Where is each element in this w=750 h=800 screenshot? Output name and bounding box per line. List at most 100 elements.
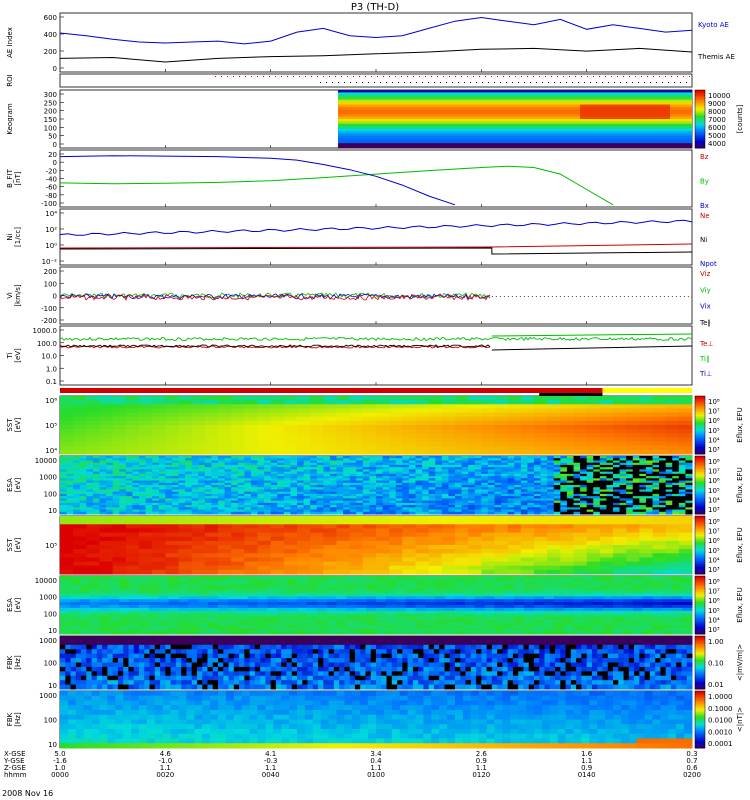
spectrogram-cell (79, 458, 87, 461)
spectrogram-cell (112, 473, 120, 477)
spectrogram-cell (224, 511, 232, 515)
spectrogram-cell (178, 460, 186, 464)
spectrogram-cell (323, 557, 337, 563)
roi-marker (512, 82, 513, 83)
spectrogram-cell (99, 404, 114, 409)
spectrogram-cell (481, 500, 489, 504)
spectrogram-cell (297, 498, 305, 502)
spectrogram-cell (501, 473, 509, 477)
spectrogram-cell (599, 498, 607, 502)
spectrogram-cell (218, 599, 229, 603)
spectrogram-cell (455, 590, 466, 594)
spectrogram-cell (520, 507, 528, 511)
spectrogram-cell (125, 487, 133, 490)
spectrogram-cell (99, 425, 114, 430)
spectrogram-cell (520, 532, 535, 538)
spectrogram-cell (231, 516, 245, 521)
spectrogram-cell (60, 412, 74, 418)
spectrogram-cell (573, 480, 581, 484)
spectrogram-cell (580, 498, 588, 502)
spectrogram-cell (501, 458, 509, 461)
spectrogram-cell (129, 576, 140, 580)
spectrogram-cell (586, 396, 601, 401)
spectrogram-cell (323, 425, 337, 430)
spectrogram-cell (158, 500, 166, 504)
spectrogram-cell (244, 478, 252, 482)
spectrogram-cell (356, 458, 364, 461)
spectrogram-cell (185, 511, 193, 515)
spectrogram-cell (662, 581, 673, 586)
spectrogram-cell (290, 473, 298, 477)
spectrogram-cell (665, 458, 673, 461)
spectrogram-cell (626, 493, 634, 497)
spectrogram-cell (402, 476, 410, 479)
spectrogram-cell (336, 498, 344, 502)
spectrogram-cell (639, 532, 653, 538)
spectrogram-cell (191, 498, 199, 502)
spectrogram-cell (191, 520, 206, 525)
spectrogram-cell (642, 593, 654, 597)
spectrogram-cell (270, 441, 285, 447)
spectrogram-cell (642, 581, 654, 586)
spectrogram-cell (639, 456, 647, 459)
spectrogram-cell (501, 487, 509, 490)
region-segment (60, 388, 603, 393)
spectrogram-cell (270, 480, 278, 484)
spectrogram-cell (540, 500, 548, 504)
spectrogram-cell (349, 493, 357, 497)
spectrogram-cell (402, 505, 410, 508)
spectrogram-cell (573, 578, 584, 583)
spectrogram-cell (504, 578, 515, 583)
spectrogram-cell (435, 464, 443, 468)
keogram-row (338, 121, 692, 125)
spectrogram-cell (402, 412, 416, 418)
spectrogram-cell (685, 487, 693, 490)
spectrogram-cell (428, 471, 436, 475)
spectrogram-cell (244, 553, 258, 558)
spectrogram-cell (501, 502, 509, 506)
spectrogram-cell (520, 449, 535, 455)
spectrogram-cell (158, 596, 170, 600)
spectrogram-cell (586, 462, 594, 466)
spectrogram-cell (310, 404, 324, 409)
spectrogram-cell (152, 462, 160, 466)
spectrogram-cell (547, 509, 555, 513)
y-tick-label: 10.0 (41, 353, 57, 361)
spectrogram-cell (382, 509, 390, 513)
spectrogram-cell (464, 584, 476, 589)
spectrogram-cell (119, 460, 127, 464)
spectrogram-cell (632, 507, 640, 511)
spectrogram-cell (504, 593, 515, 597)
spectrogram-cell (560, 425, 574, 430)
spectrogram-cell (290, 478, 298, 482)
colorbar-cell (695, 487, 705, 490)
spectrogram-cell (73, 467, 81, 470)
spectrogram-cell (270, 425, 285, 430)
spectrogram-cell (599, 565, 614, 571)
spectrogram-cell (323, 569, 337, 575)
spectrogram-cell (86, 540, 100, 546)
spectrogram-cell (494, 511, 502, 515)
spectrogram-cell (613, 578, 624, 583)
spectrogram-cell (672, 478, 680, 482)
spectrogram-cell (198, 599, 209, 603)
spectrogram-cell (547, 505, 555, 508)
spectrogram-cell (66, 462, 74, 466)
spectrogram-cell (165, 408, 179, 414)
spectrogram-cell (376, 469, 384, 473)
spectrogram-cell (283, 425, 298, 430)
spectrogram-cell (385, 576, 397, 580)
spectrogram-cell (224, 491, 232, 495)
colorbar-cell (695, 425, 705, 427)
spectrogram-cell (560, 509, 568, 513)
spectrogram-cell (79, 511, 87, 515)
spectrogram-cell (356, 485, 364, 488)
spectrogram-cell (520, 445, 535, 451)
spectrogram-cell (455, 445, 469, 451)
roi-marker (626, 82, 627, 83)
spectrogram-cell (366, 593, 377, 597)
spectrogram-cell (290, 464, 298, 468)
spectrogram-cell (494, 593, 505, 597)
spectrogram-cell (89, 590, 101, 594)
